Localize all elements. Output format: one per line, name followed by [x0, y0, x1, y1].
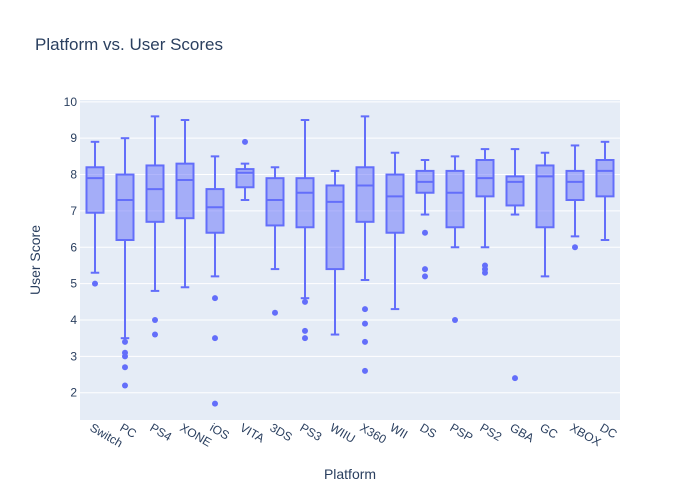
outlier-point — [302, 298, 308, 305]
box-iqr — [595, 159, 615, 198]
box-series — [85, 115, 615, 407]
outlier-point — [302, 335, 308, 342]
box-iqr — [265, 177, 285, 227]
x-tick-label: PS3 — [298, 420, 325, 444]
x-tick-label: WIIU — [328, 420, 358, 445]
y-tick-label: 2 — [70, 386, 77, 400]
outlier-point — [212, 335, 218, 342]
x-tick-label: PSP — [448, 420, 476, 444]
outlier-point — [122, 338, 128, 345]
box-iqr — [445, 169, 465, 229]
x-tick-label: PS2 — [478, 420, 505, 444]
box-psp — [445, 155, 465, 323]
y-tick-label: 10 — [64, 95, 78, 109]
y-tick-label: 7 — [70, 204, 77, 218]
outlier-point — [212, 400, 218, 407]
y-tick-label: 8 — [70, 168, 77, 182]
box-pc — [115, 137, 135, 389]
outlier-point — [362, 320, 368, 327]
x-tick-label: WII — [388, 420, 411, 441]
outlier-point — [452, 317, 458, 323]
box-xone — [175, 119, 195, 289]
outlier-point — [422, 229, 428, 236]
y-axis-ticks: 2 3 4 5 6 7 8 9 10 — [64, 95, 78, 400]
box-gc — [535, 151, 555, 278]
outlier-point — [362, 367, 368, 374]
box-iqr — [385, 173, 405, 234]
box-iqr — [175, 162, 195, 220]
y-tick-label: 9 — [70, 131, 77, 145]
x-tick-label: 3DS — [268, 420, 295, 444]
outlier-point — [572, 244, 578, 251]
box-ps2 — [475, 148, 495, 276]
outlier-point — [362, 338, 368, 345]
x-tick-label: XONE — [178, 420, 214, 449]
outlier-point — [422, 266, 428, 273]
outlier-point — [362, 306, 368, 313]
outlier-point — [122, 353, 128, 360]
box-x360 — [355, 115, 375, 374]
box-iqr — [535, 164, 555, 229]
box-wiiu — [325, 169, 345, 336]
box-gba — [505, 148, 525, 382]
outlier-point — [302, 327, 308, 334]
outlier-point — [92, 280, 98, 287]
x-tick-label: PS4 — [148, 420, 175, 444]
x-tick-label: X360 — [358, 420, 390, 446]
outlier-point — [122, 364, 128, 371]
box-iqr — [85, 166, 105, 214]
x-tick-label: GBA — [508, 420, 537, 445]
outlier-point — [272, 309, 278, 316]
plot-area — [80, 100, 620, 420]
box-iqr — [355, 166, 375, 223]
y-tick-label: 3 — [70, 349, 77, 363]
outlier-point — [242, 138, 248, 145]
box-ds — [415, 159, 435, 280]
gridlines — [80, 101, 620, 394]
box-switch — [85, 140, 105, 287]
outlier-point — [122, 382, 128, 389]
x-tick-label: GC — [538, 420, 561, 441]
box-iqr — [565, 169, 585, 201]
outlier-point — [512, 375, 518, 382]
outlier-point — [422, 273, 428, 280]
box-wii — [385, 151, 405, 311]
x-tick-label: XBOX — [568, 420, 604, 449]
y-tick-label: 4 — [70, 313, 77, 327]
x-tick-label: Switch — [88, 420, 126, 450]
x-axis-title: Platform — [324, 466, 376, 482]
box-vita — [235, 138, 255, 201]
box-iqr — [505, 175, 525, 207]
y-tick-label: 5 — [70, 277, 77, 291]
box-dc — [595, 140, 615, 241]
outlier-point — [212, 295, 218, 302]
outlier-point — [152, 317, 158, 323]
box-iqr — [145, 164, 165, 223]
outlier-point — [482, 269, 488, 276]
y-tick-label: 6 — [70, 240, 77, 254]
box-ps3 — [295, 119, 315, 342]
box-iqr — [205, 188, 225, 234]
box-iqr — [325, 184, 345, 271]
box-ps4 — [145, 115, 165, 338]
chart-title: Platform vs. User Scores — [35, 35, 223, 54]
box-iqr — [295, 177, 315, 229]
box-xbox — [565, 144, 585, 251]
outlier-point — [152, 331, 158, 338]
y-axis-title: User Score — [27, 225, 43, 295]
x-tick-label: VITA — [238, 420, 267, 445]
x-tick-label: DS — [418, 420, 439, 440]
box-ios — [205, 155, 225, 407]
box-3ds — [265, 166, 285, 316]
box-iqr — [115, 173, 135, 241]
